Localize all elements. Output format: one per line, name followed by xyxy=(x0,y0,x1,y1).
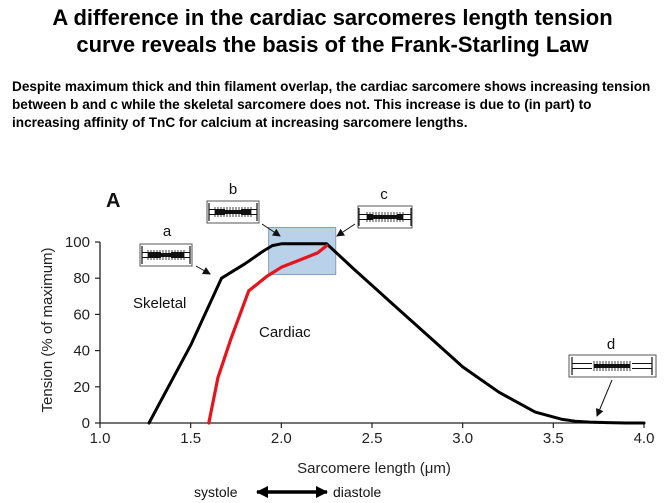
annotation-d: d xyxy=(568,336,657,417)
x-tick-label: 1.5 xyxy=(180,430,201,447)
y-tick-label: 80 xyxy=(73,270,90,287)
series-group xyxy=(147,242,646,425)
annotation-label-d: d xyxy=(607,336,615,353)
annotation-arrow-d xyxy=(596,379,613,417)
description-text: Despite maximum thick and thin filament … xyxy=(12,79,651,130)
y-tick-label: 60 xyxy=(73,306,90,323)
annotation-label-a: a xyxy=(163,223,172,240)
annotation-arrow-c xyxy=(336,223,356,237)
panel-label: A xyxy=(106,190,120,212)
x-tick-label: 2.5 xyxy=(362,430,383,447)
phase-label-systole: systole xyxy=(194,484,238,500)
annotation-c: c xyxy=(336,186,413,237)
series-label-cardiac: Cardiac xyxy=(259,324,311,341)
axes: 1.0 1.5 2.0 2.5 3.0 3.5 4.0 0 20 40 60 80 100 xyxy=(65,234,654,447)
y-axis-label: Tension (% of maximum) xyxy=(39,247,56,412)
y-tick-label: 20 xyxy=(73,379,90,396)
annotation-b: b xyxy=(206,181,281,237)
annotation-arrow-b xyxy=(261,223,281,237)
y-tick-label: 40 xyxy=(73,343,90,360)
y-tick-label: 100 xyxy=(65,234,90,251)
title-line-1: A difference in the cardiac sarcomeres l… xyxy=(52,5,613,30)
page-title: A difference in the cardiac sarcomeres l… xyxy=(0,4,665,58)
x-tick-label: 3.5 xyxy=(543,430,564,447)
x-tick-label: 1.0 xyxy=(90,430,111,447)
x-tick-label: 3.0 xyxy=(452,430,473,447)
phase-label-diastole: diastole xyxy=(333,484,381,500)
annotation-arrow-a xyxy=(195,265,211,275)
annotation-label-c: c xyxy=(380,186,388,203)
series-line-cardiac xyxy=(207,244,329,425)
x-tick-label: 2.0 xyxy=(271,430,292,447)
x-axis-label: Sarcomere length (μm) xyxy=(297,460,451,477)
series-line-skeletal xyxy=(147,242,646,425)
annotation-a: a xyxy=(139,223,211,275)
annotation-label-b: b xyxy=(229,181,237,198)
x-tick-label: 4.0 xyxy=(634,430,655,447)
y-tick-label: 0 xyxy=(82,415,90,432)
series-label-skeletal: Skeletal xyxy=(133,295,186,312)
title-line-2: curve reveals the basis of the Frank-Sta… xyxy=(76,32,589,57)
sarcomere-annotations: a b c d xyxy=(139,181,657,417)
